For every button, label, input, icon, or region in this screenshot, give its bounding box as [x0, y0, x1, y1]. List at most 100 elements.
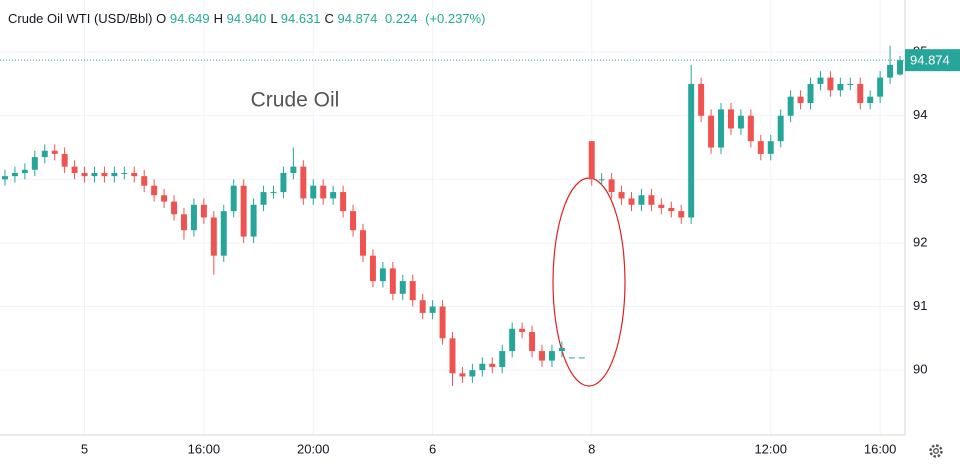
o-value: 94.649 [169, 11, 210, 26]
candle-body [171, 201, 178, 215]
x-tick-label: 12:00 [754, 441, 787, 456]
candle-body [897, 60, 904, 75]
candle-body [558, 347, 565, 352]
y-tick-label: 94 [913, 107, 927, 122]
candle-body [568, 357, 575, 359]
candle-body [588, 141, 595, 180]
candle-body [210, 217, 217, 256]
candle-body [837, 83, 844, 91]
x-tick-label: 8 [588, 441, 595, 456]
candle-body [161, 195, 168, 202]
candle-body [310, 185, 317, 199]
candle-body [81, 172, 88, 177]
candle-body [787, 96, 794, 116]
candle-body [71, 166, 78, 173]
candle-body [379, 268, 386, 282]
candle-body [31, 157, 38, 170]
candle-body [220, 211, 227, 256]
candle-body [718, 109, 724, 148]
candle-body [389, 268, 396, 294]
candle-body [757, 141, 764, 154]
candle-body [638, 195, 645, 205]
candle-body [817, 77, 824, 84]
candle-body [827, 77, 834, 91]
candle-body [668, 207, 675, 212]
candle-body [867, 96, 874, 104]
candle-body [708, 115, 715, 148]
candle-body [300, 166, 307, 199]
candle-body [91, 172, 98, 177]
candle-body [131, 172, 138, 177]
y-tick-label: 92 [913, 234, 927, 249]
candle-body [419, 300, 426, 313]
candle-body [877, 77, 884, 97]
candle-body [608, 179, 615, 193]
candle-body [847, 83, 854, 85]
x-tick-label: 6 [429, 441, 436, 456]
candle-body [369, 255, 376, 282]
candle-body [727, 109, 734, 129]
candle-body [111, 172, 118, 177]
candle-body [121, 172, 128, 174]
candle-body [270, 192, 277, 194]
candle-body [21, 169, 28, 173]
candle-body [887, 64, 894, 78]
candle-body [360, 230, 366, 256]
change-pct: (+0.237%) [425, 11, 486, 26]
candle-body [678, 211, 685, 218]
candle-body [1, 176, 8, 180]
h-value: 94.940 [226, 11, 267, 26]
candle-body [340, 192, 347, 212]
candle-body [330, 192, 337, 199]
y-tick-label: 93 [913, 171, 927, 186]
y-tick-label: 90 [913, 362, 927, 377]
candle-body [190, 204, 197, 231]
x-tick-label: 20:00 [297, 441, 330, 456]
candle-body [260, 192, 267, 205]
candle-body [250, 204, 257, 237]
candle-body [240, 185, 247, 237]
candle-body [280, 172, 287, 193]
candle-body [449, 338, 456, 374]
candle-body [350, 211, 357, 231]
candle-body [777, 115, 784, 142]
x-tick-label: 16:00 [864, 441, 897, 456]
candle-body [688, 83, 695, 218]
candle-body [548, 351, 555, 361]
symbol: Crude Oil WTI (USD/Bbl) [8, 11, 153, 26]
candle-body [141, 176, 148, 186]
candle-body [499, 351, 506, 367]
x-tick-label: 16:00 [188, 441, 221, 456]
candle-body [61, 153, 68, 167]
last-price-tag [905, 49, 960, 72]
watermark: Crude Oil [251, 89, 340, 112]
candle-body [509, 328, 516, 352]
candle-body [578, 357, 585, 359]
candle-body [151, 185, 158, 196]
candle-body [439, 306, 446, 339]
candle-body [429, 306, 436, 313]
h-label: H [213, 11, 223, 26]
candle-body [628, 198, 635, 205]
candle-body [857, 83, 864, 104]
candle-body [618, 192, 625, 199]
plot-layer: 909192939495516:0020:006812:0016:0094.87… [0, 44, 960, 456]
candle-body [409, 281, 416, 301]
candle-body [399, 281, 406, 294]
candle-body [648, 195, 655, 205]
candle-body [767, 141, 774, 154]
candle-body [489, 363, 496, 367]
candle-body [737, 115, 744, 129]
l-label: L [270, 11, 278, 26]
settings-icon[interactable] [929, 444, 943, 458]
y-tick-label: 91 [913, 298, 927, 313]
candle-body [797, 96, 804, 104]
last-price-label: 94.874 [910, 53, 950, 68]
candle-body [290, 166, 297, 173]
candle-body [747, 115, 754, 142]
candle-body [479, 363, 486, 371]
candle-body [181, 214, 187, 231]
candle-body [658, 204, 665, 208]
l-value: 94.631 [280, 11, 321, 26]
